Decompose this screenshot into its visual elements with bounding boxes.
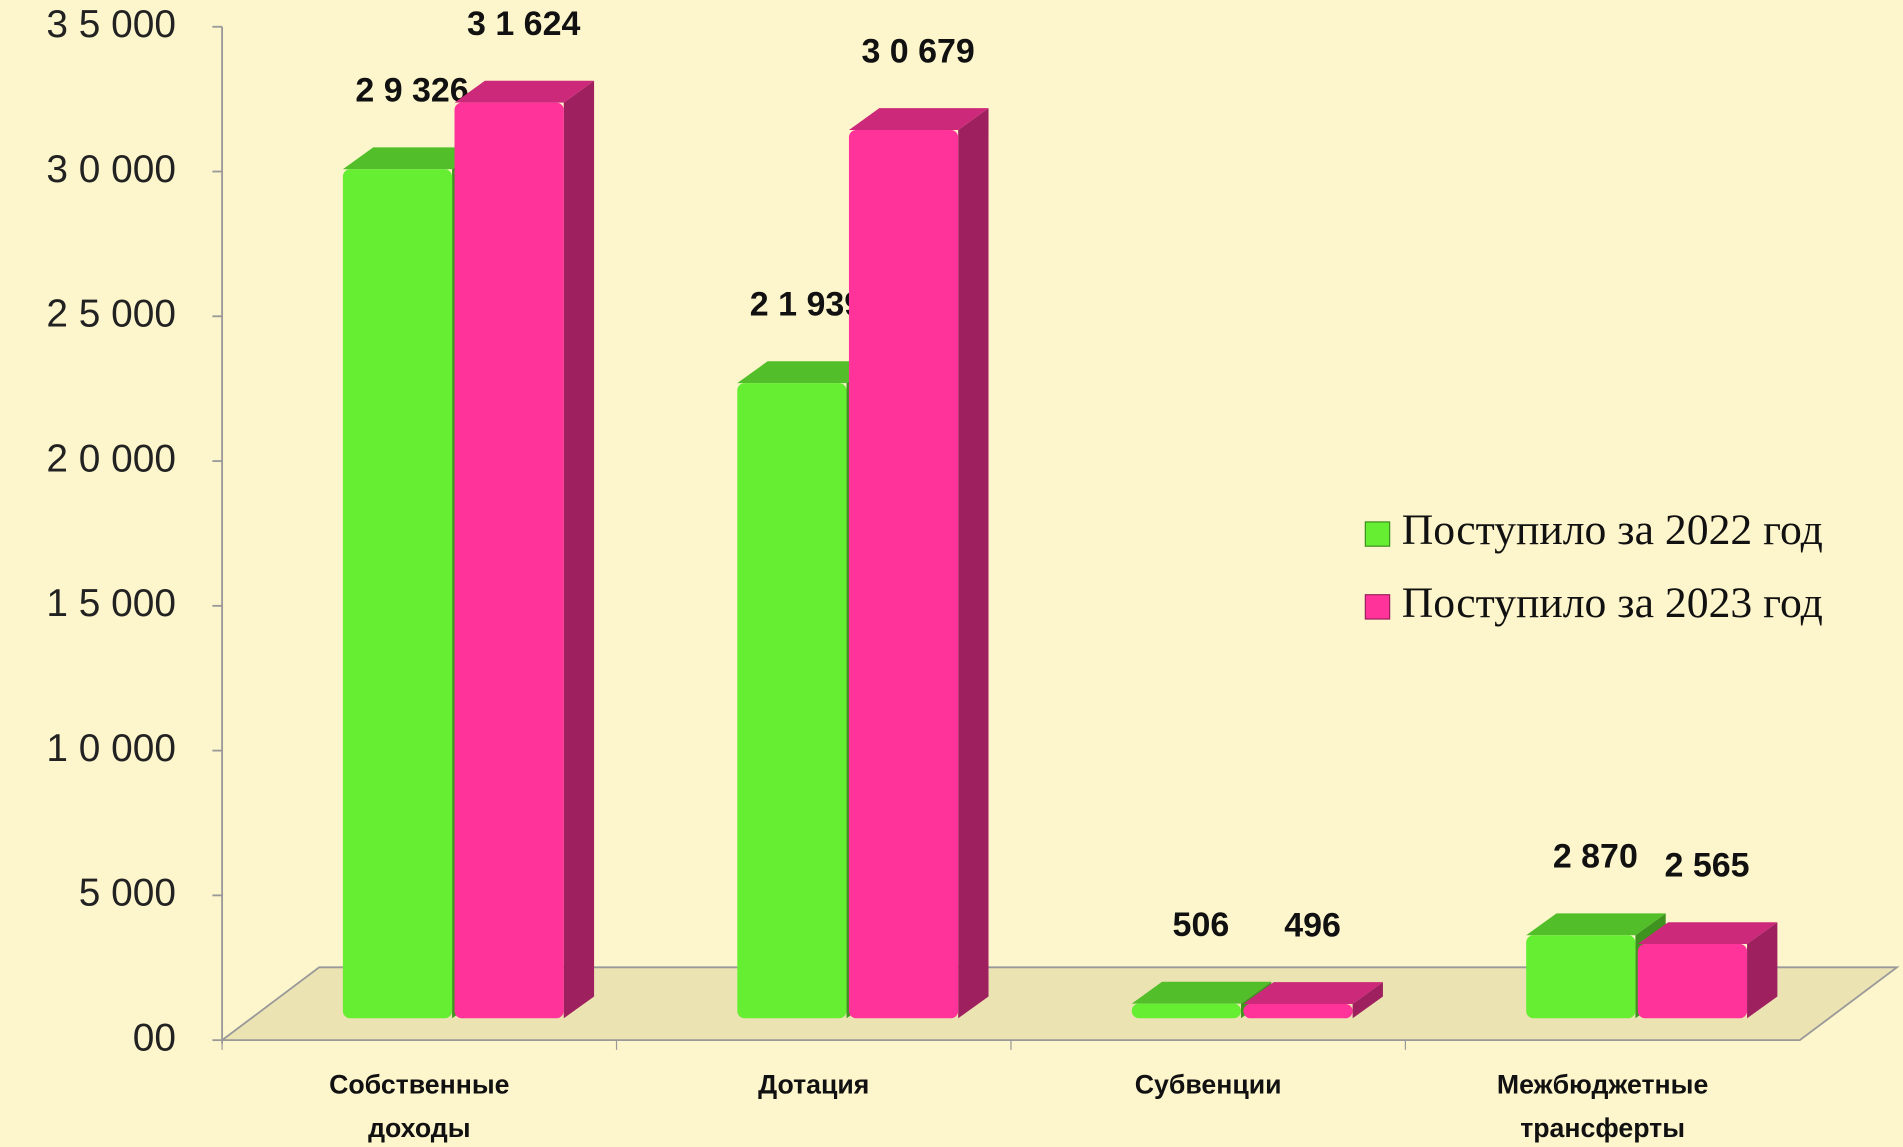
y-tick-label: 2 0 000	[46, 437, 176, 480]
bar-side	[1352, 982, 1383, 1019]
y-tick-label: 1 5 000	[46, 582, 176, 625]
y-tick-label: 3 0 000	[46, 148, 176, 191]
y-tick-label: 00	[133, 1016, 176, 1059]
legend-swatch	[1364, 594, 1391, 620]
bar-front	[737, 383, 847, 1019]
value-label: 2 9 326	[355, 72, 468, 110]
value-label: 506	[1173, 906, 1230, 944]
x-tick-label: Собственные доходы	[329, 1069, 509, 1143]
legend-label: Поступило за 2023 год	[1402, 579, 1823, 627]
bar-front	[1243, 1003, 1353, 1019]
floor	[219, 966, 1900, 1042]
y-tick-label: 1 0 000	[46, 727, 176, 770]
value-label: 496	[1284, 906, 1341, 944]
bar-front	[1637, 944, 1748, 1019]
bar	[848, 108, 989, 1019]
bar	[1637, 922, 1778, 1019]
bar-top	[848, 108, 989, 131]
bar-top	[454, 80, 595, 103]
bar-top	[342, 147, 483, 170]
bar-top	[1526, 913, 1666, 936]
bar-front	[454, 102, 564, 1019]
bar-top	[1243, 982, 1383, 1004]
bar-front	[1526, 935, 1636, 1019]
x-tick-label: Дотация	[758, 1069, 869, 1099]
bar-side	[563, 80, 595, 1019]
bar-top	[737, 361, 877, 384]
bar	[454, 80, 595, 1019]
bar	[1243, 982, 1383, 1019]
bar-side	[958, 108, 989, 1019]
bar-front	[848, 130, 959, 1019]
value-label: 2 1 939	[750, 286, 863, 324]
value-label: 2 565	[1664, 847, 1749, 885]
y-tick-label: 3 5 000	[46, 3, 176, 46]
y-tick-label: 2 5 000	[46, 293, 176, 336]
x-tick-label: Межбюджетные трансферты	[1497, 1069, 1708, 1143]
y-tick-label: 5 000	[79, 872, 176, 915]
value-label: 2 870	[1553, 838, 1638, 876]
bar-top	[1637, 922, 1778, 945]
value-label: 3 1 624	[467, 5, 580, 43]
bar-side	[1747, 922, 1778, 1019]
value-label: 3 0 679	[861, 33, 974, 71]
bar-front	[1131, 1003, 1241, 1019]
legend-label: Поступило за 2022 год	[1402, 506, 1823, 554]
x-tick-label: Субвенции	[1135, 1069, 1282, 1099]
bar-front	[342, 169, 453, 1019]
legend-swatch	[1364, 521, 1391, 547]
bar-top	[1131, 981, 1272, 1004]
